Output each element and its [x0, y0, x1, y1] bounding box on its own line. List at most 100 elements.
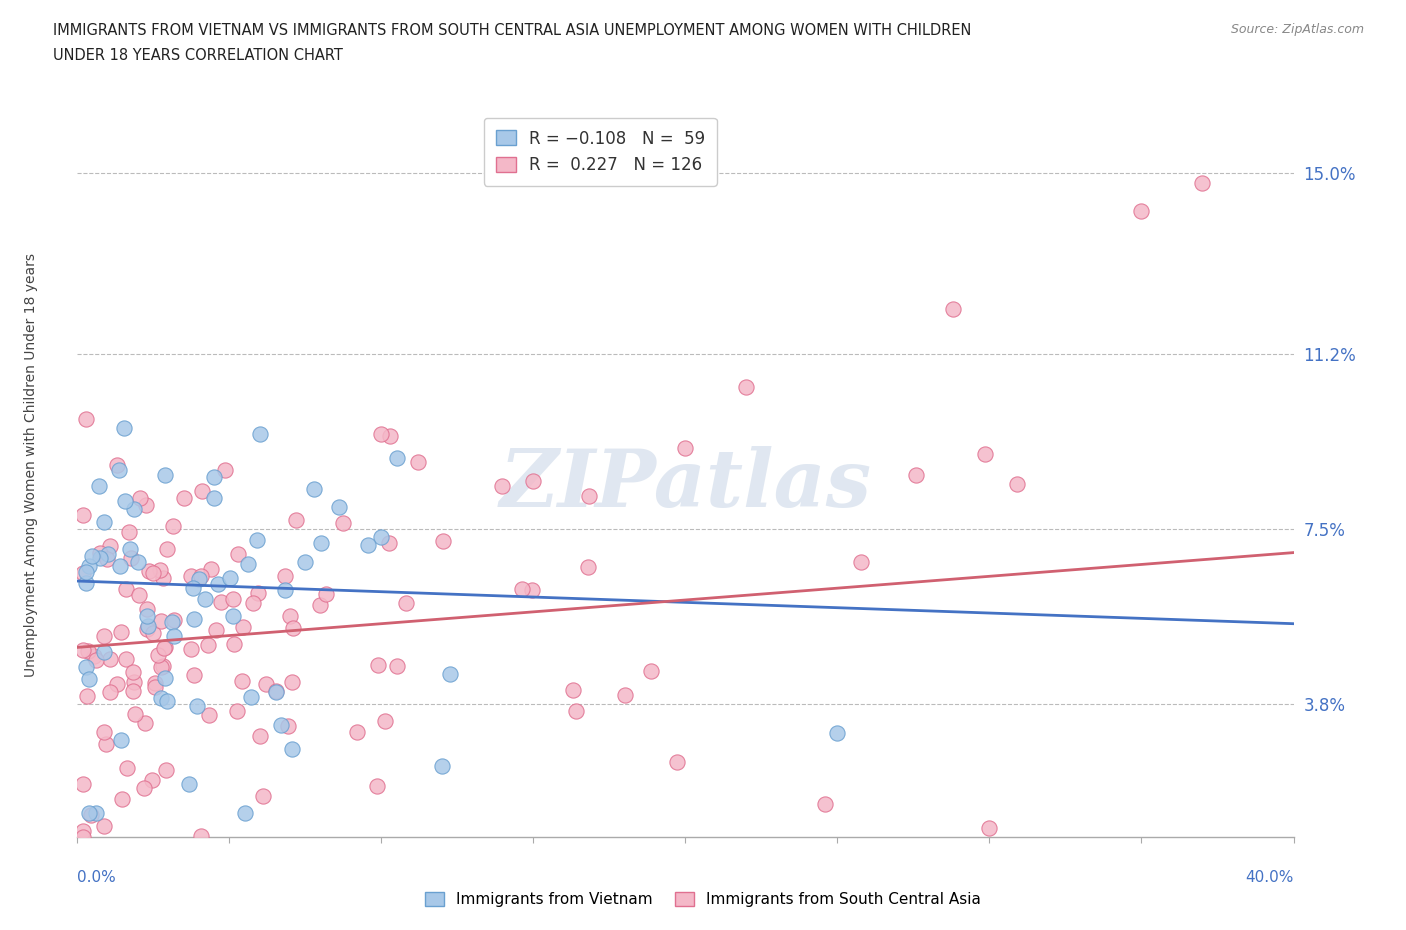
Point: [122, 674, 145, 689]
Point: [209, 594, 232, 609]
Point: [640, 664, 662, 679]
Point: [122, 684, 145, 698]
Point: [89, 479, 111, 494]
Point: [190, 484, 212, 498]
Point: [315, 587, 337, 602]
Point: [72, 777, 94, 791]
Point: [240, 690, 263, 705]
Point: [152, 571, 174, 586]
Point: [246, 532, 269, 547]
Point: [430, 759, 453, 774]
Point: [181, 581, 204, 596]
Point: [281, 742, 304, 757]
Point: [75, 576, 97, 591]
Point: [221, 591, 243, 606]
Point: [89, 546, 111, 561]
Point: [84, 806, 107, 821]
Point: [115, 581, 138, 596]
Point: [183, 611, 205, 626]
Point: [277, 719, 299, 734]
Point: [110, 732, 132, 747]
Point: [510, 581, 533, 596]
Point: [218, 570, 240, 585]
Point: [309, 536, 332, 551]
Point: [93, 514, 115, 529]
Point: [155, 763, 177, 777]
Point: [302, 482, 325, 497]
Point: [522, 474, 544, 489]
Point: [974, 447, 997, 462]
Point: [238, 556, 260, 571]
Point: [827, 725, 849, 740]
Point: [77, 806, 100, 821]
Point: [72, 507, 94, 522]
Point: [136, 618, 159, 633]
Point: [93, 645, 115, 660]
Point: [153, 640, 176, 655]
Point: [98, 538, 121, 553]
Point: [149, 563, 172, 578]
Point: [385, 450, 408, 465]
Text: UNDER 18 YEARS CORRELATION CHART: UNDER 18 YEARS CORRELATION CHART: [53, 48, 343, 63]
Point: [332, 516, 354, 531]
Point: [491, 478, 513, 493]
Point: [186, 698, 208, 713]
Point: [264, 684, 287, 698]
Point: [122, 501, 145, 516]
Point: [520, 583, 543, 598]
Point: [366, 778, 388, 793]
Point: [129, 491, 152, 506]
Point: [200, 562, 222, 577]
Point: [565, 704, 588, 719]
Legend: Immigrants from Vietnam, Immigrants from South Central Asia: Immigrants from Vietnam, Immigrants from…: [419, 885, 987, 913]
Point: [249, 427, 271, 442]
Point: [108, 462, 131, 477]
Point: [149, 659, 172, 674]
Point: [274, 582, 297, 597]
Text: Source: ZipAtlas.com: Source: ZipAtlas.com: [1230, 23, 1364, 36]
Point: [675, 441, 697, 456]
Point: [72, 830, 94, 844]
Point: [134, 781, 156, 796]
Point: [142, 625, 165, 640]
Point: [378, 429, 401, 444]
Point: [77, 671, 100, 686]
Point: [278, 609, 301, 624]
Point: [281, 620, 304, 635]
Point: [110, 624, 132, 639]
Point: [83, 648, 105, 663]
Point: [561, 683, 583, 698]
Point: [180, 568, 202, 583]
Point: [232, 619, 254, 634]
Point: [97, 547, 120, 562]
Point: [156, 693, 179, 708]
Point: [114, 494, 136, 509]
Point: [162, 519, 184, 534]
Point: [72, 824, 94, 839]
Point: [141, 773, 163, 788]
Point: [252, 789, 274, 804]
Point: [93, 724, 115, 739]
Point: [80, 807, 103, 822]
Point: [138, 564, 160, 578]
Point: [270, 718, 292, 733]
Point: [117, 525, 139, 539]
Point: [98, 651, 121, 666]
Point: [105, 458, 128, 472]
Point: [105, 677, 128, 692]
Point: [202, 490, 225, 505]
Point: [613, 687, 636, 702]
Point: [173, 490, 195, 505]
Point: [1191, 176, 1213, 191]
Point: [370, 427, 392, 442]
Point: [75, 565, 97, 579]
Point: [128, 588, 150, 603]
Point: [121, 551, 143, 565]
Point: [904, 468, 927, 483]
Point: [94, 737, 117, 752]
Point: [357, 538, 380, 552]
Point: [162, 614, 184, 629]
Point: [387, 658, 409, 673]
Point: [142, 566, 165, 581]
Point: [814, 797, 837, 812]
